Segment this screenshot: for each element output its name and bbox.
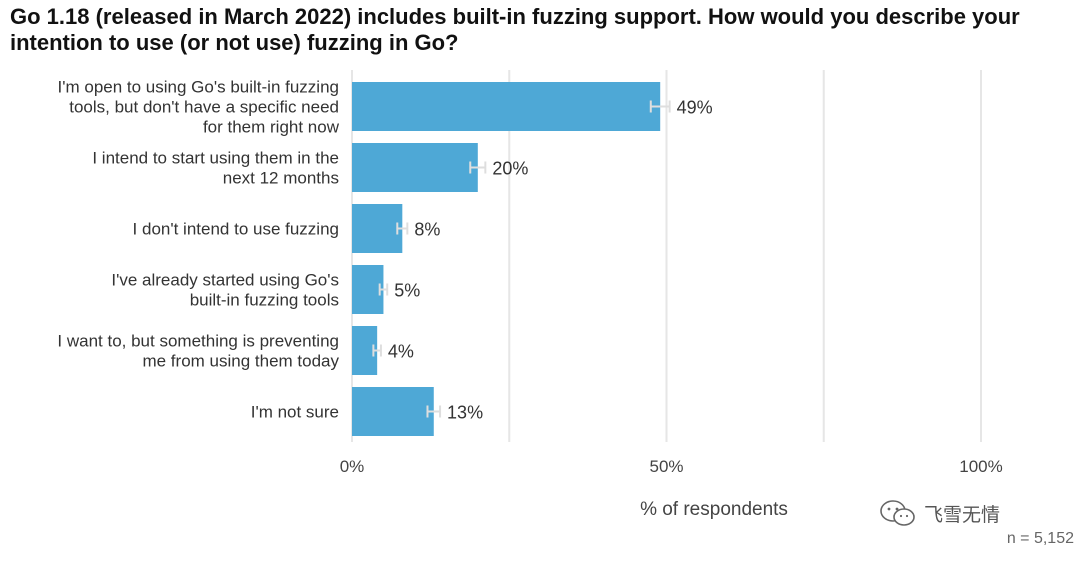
x-tick-label: 0% bbox=[340, 457, 365, 476]
error-bar bbox=[372, 344, 382, 357]
x-axis-ticks: 0% 50% 100% bbox=[340, 457, 1003, 476]
x-axis-label: % of respondents bbox=[640, 499, 788, 520]
watermark: 飞雪无情 bbox=[878, 498, 1000, 528]
category-labels: I'm open to using Go's built-in fuzzing t… bbox=[57, 78, 339, 422]
x-tick-label: 100% bbox=[959, 457, 1002, 476]
gridlines bbox=[351, 70, 982, 442]
chart-title: Go 1.18 (released in March 2022) include… bbox=[10, 4, 1020, 55]
value-label: 5% bbox=[394, 281, 420, 301]
value-label: 49% bbox=[677, 98, 713, 118]
value-label: 8% bbox=[414, 220, 440, 240]
error-bar bbox=[649, 100, 671, 113]
watermark-text: 飞雪无情 bbox=[924, 503, 1001, 526]
category-label: I'm not sure bbox=[251, 403, 339, 422]
category-label: I've already started using Go's built-in … bbox=[111, 271, 339, 310]
error-bar bbox=[426, 405, 442, 418]
value-label: 4% bbox=[388, 342, 414, 362]
bar bbox=[352, 265, 384, 314]
x-tick-label: 50% bbox=[649, 457, 683, 476]
sample-size: n = 5,152 bbox=[1006, 530, 1074, 547]
wechat-icon bbox=[880, 500, 915, 526]
error-bar bbox=[469, 161, 487, 174]
value-label: 13% bbox=[447, 403, 483, 423]
category-label: I intend to start using them in the next … bbox=[92, 149, 339, 188]
category-label: I want to, but something is preventing me… bbox=[57, 332, 339, 371]
bars: 49% 20% 8% 5% 4% 13% bbox=[352, 82, 713, 436]
error-bar bbox=[396, 222, 409, 235]
bar bbox=[352, 82, 661, 131]
value-label: 20% bbox=[492, 159, 528, 179]
category-label: I don't intend to use fuzzing bbox=[133, 220, 339, 239]
category-label: I'm open to using Go's built-in fuzzing t… bbox=[58, 78, 340, 137]
error-bar bbox=[378, 283, 389, 296]
bar bbox=[352, 387, 434, 436]
bar bbox=[352, 204, 403, 253]
bar bbox=[352, 143, 478, 192]
